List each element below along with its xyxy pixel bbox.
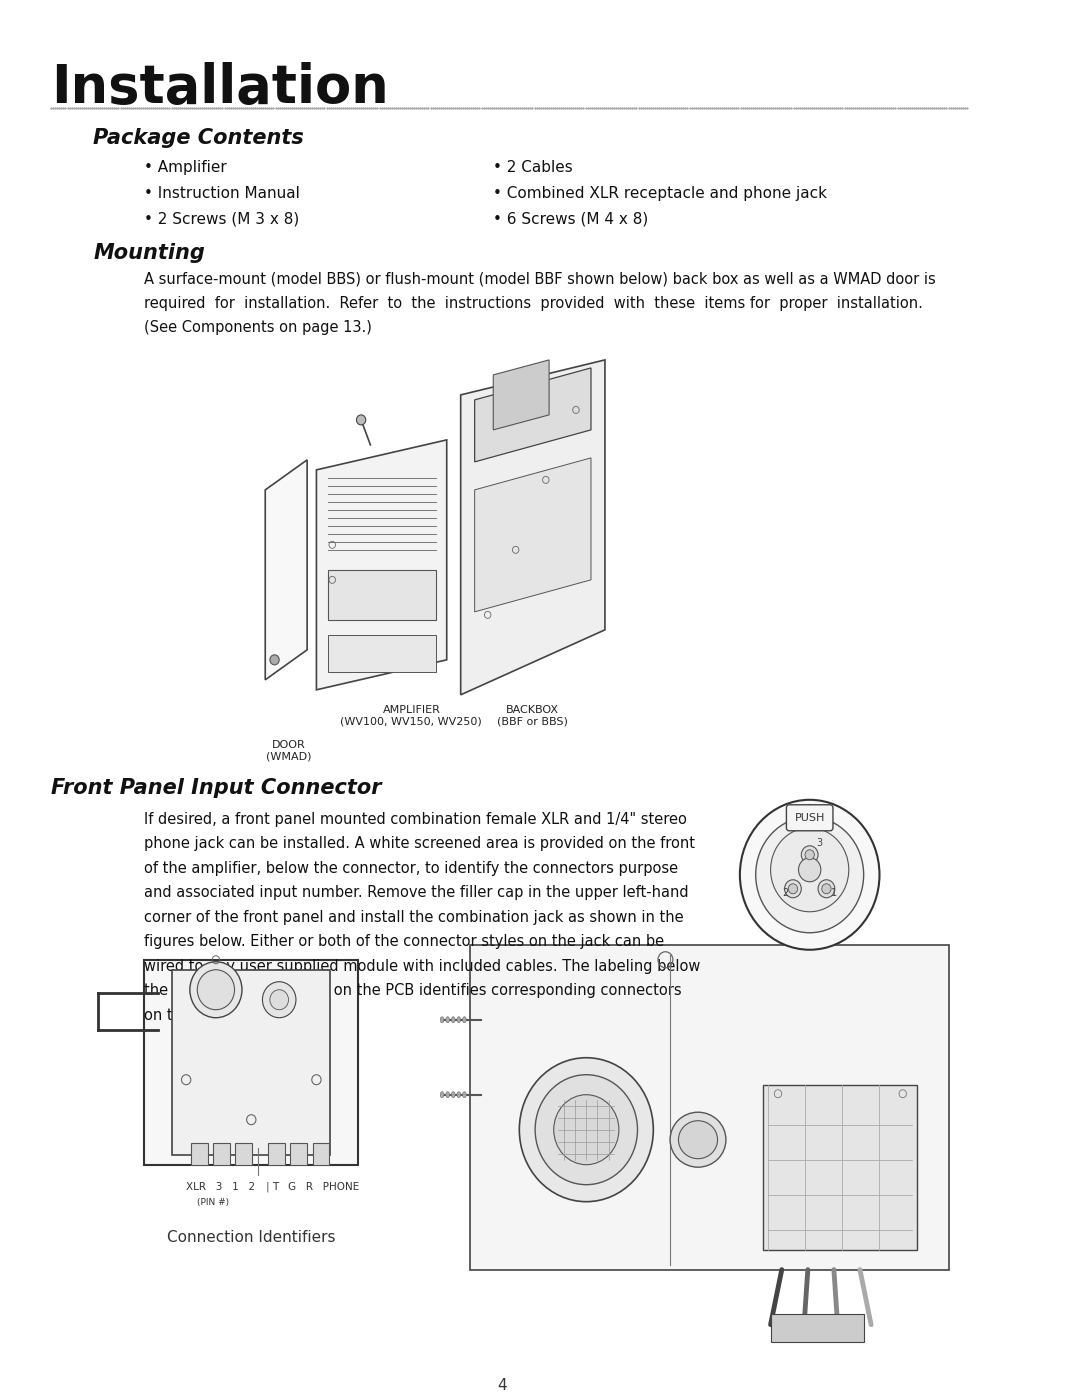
Text: • Amplifier: • Amplifier [145,161,227,175]
Polygon shape [266,460,307,680]
FancyBboxPatch shape [213,1143,230,1165]
Circle shape [198,970,234,1010]
Circle shape [798,858,821,882]
Circle shape [822,884,832,894]
Polygon shape [316,440,447,690]
Circle shape [535,1074,637,1185]
Circle shape [771,828,849,912]
Ellipse shape [670,1112,726,1166]
Text: BACKBOX
(BBF or BBS): BACKBOX (BBF or BBS) [497,705,568,726]
Text: A surface-mount (model BBS) or flush-mount (model BBF shown below) back box as w: A surface-mount (model BBS) or flush-mou… [145,272,936,286]
Circle shape [519,1058,653,1201]
FancyBboxPatch shape [470,944,949,1270]
Text: Package Contents: Package Contents [93,129,303,148]
Polygon shape [474,458,591,612]
Text: wired to any user supplied module with included cables. The labeling below: wired to any user supplied module with i… [145,958,701,974]
Text: DOOR
(WMAD): DOOR (WMAD) [266,740,311,761]
Circle shape [756,817,864,933]
Text: corner of the front panel and install the combination jack as shown in the: corner of the front panel and install th… [145,909,684,925]
Circle shape [801,845,818,863]
Text: • Instruction Manual: • Instruction Manual [145,186,300,201]
FancyBboxPatch shape [235,1143,253,1165]
FancyBboxPatch shape [172,970,330,1155]
Circle shape [190,961,242,1018]
Text: PUSH: PUSH [795,813,825,823]
Text: T   G   R   PHONE: T G R PHONE [272,1182,359,1192]
Circle shape [262,982,296,1018]
Circle shape [270,989,288,1010]
Text: figures below. Either or both of the connector styles on the jack can be: figures below. Either or both of the con… [145,935,664,949]
Ellipse shape [462,1091,467,1098]
Text: (PIN #): (PIN #) [198,1197,229,1207]
Polygon shape [494,360,549,430]
Text: Connection Identifiers: Connection Identifiers [167,1229,336,1245]
Polygon shape [327,570,435,620]
Circle shape [805,849,814,859]
Ellipse shape [457,1091,461,1098]
Text: 3: 3 [815,838,822,848]
Text: • Combined XLR receptacle and phone jack: • Combined XLR receptacle and phone jack [494,186,827,201]
Text: Front Panel Input Connector: Front Panel Input Connector [51,778,381,798]
Text: of the amplifier, below the connector, to identify the connectors purpose: of the amplifier, below the connector, t… [145,861,678,876]
Text: |: | [266,1182,269,1192]
Text: on the combo jack.: on the combo jack. [145,1007,284,1023]
FancyBboxPatch shape [145,960,359,1165]
Text: the two cable connectors on the PCB identifies corresponding connectors: the two cable connectors on the PCB iden… [145,983,681,999]
Ellipse shape [451,1091,455,1098]
Text: 1: 1 [831,887,837,898]
Ellipse shape [457,1017,461,1023]
Polygon shape [461,360,605,694]
FancyBboxPatch shape [786,805,833,831]
Text: Installation: Installation [51,61,389,115]
Text: 2: 2 [782,887,788,898]
FancyBboxPatch shape [191,1143,207,1165]
Circle shape [356,415,366,425]
Ellipse shape [462,1017,467,1023]
FancyBboxPatch shape [291,1143,307,1165]
Ellipse shape [441,1017,444,1023]
Text: • 2 Screws (M 3 x 8): • 2 Screws (M 3 x 8) [145,212,299,226]
Text: • 6 Screws (M 4 x 8): • 6 Screws (M 4 x 8) [494,212,648,226]
Text: and associated input number. Remove the filler cap in the upper left-hand: and associated input number. Remove the … [145,886,689,900]
Text: required  for  installation.  Refer  to  the  instructions  provided  with  thes: required for installation. Refer to the … [145,296,923,312]
Circle shape [788,884,798,894]
Text: Mounting: Mounting [93,243,205,263]
FancyBboxPatch shape [268,1143,285,1165]
Ellipse shape [678,1120,717,1158]
Text: XLR   3   1   2: XLR 3 1 2 [186,1182,255,1192]
Circle shape [554,1095,619,1165]
Ellipse shape [451,1017,455,1023]
Circle shape [784,880,801,898]
Ellipse shape [441,1091,444,1098]
Text: If desired, a front panel mounted combination female XLR and 1/4" stereo: If desired, a front panel mounted combin… [145,812,687,827]
Circle shape [818,880,835,898]
Text: • 2 Cables: • 2 Cables [494,161,573,175]
FancyBboxPatch shape [771,1313,864,1341]
Ellipse shape [446,1017,449,1023]
FancyBboxPatch shape [313,1143,329,1165]
Text: AMPLIFIER
(WV100, WV150, WV250): AMPLIFIER (WV100, WV150, WV250) [340,705,483,726]
Circle shape [740,800,879,950]
FancyBboxPatch shape [764,1084,917,1250]
Text: phone jack can be installed. A white screened area is provided on the front: phone jack can be installed. A white scr… [145,837,696,851]
Text: (See Components on page 13.): (See Components on page 13.) [145,320,373,335]
Circle shape [270,655,280,665]
Ellipse shape [446,1091,449,1098]
Polygon shape [327,634,435,672]
Text: 4: 4 [498,1377,508,1393]
Circle shape [802,805,818,821]
Polygon shape [474,367,591,462]
